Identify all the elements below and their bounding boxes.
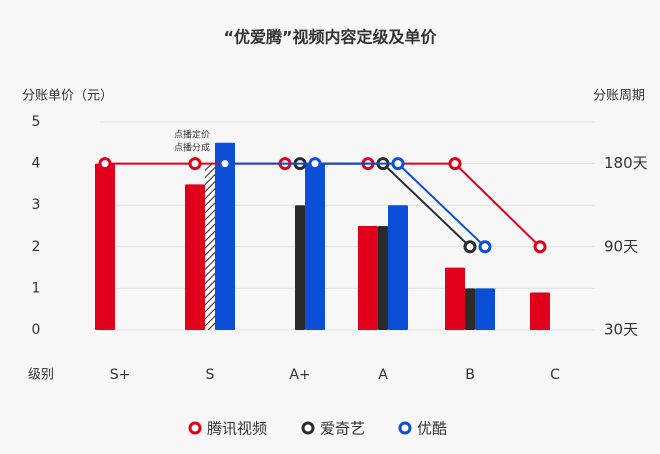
period-marker bbox=[448, 157, 462, 171]
bar bbox=[305, 163, 325, 330]
period-marker bbox=[391, 157, 405, 171]
x-axis-label: 级别 bbox=[28, 368, 54, 383]
y-tick-label: 1 bbox=[32, 280, 41, 296]
period-marker bbox=[98, 157, 112, 171]
bar bbox=[445, 267, 465, 330]
hatched-bar bbox=[205, 163, 215, 330]
chart-title: “优爱腾”视频内容定级及单价 bbox=[223, 28, 437, 47]
period-marker bbox=[463, 240, 477, 254]
legend-marker bbox=[301, 421, 315, 435]
x-tick-label: A bbox=[378, 367, 388, 383]
y-axis-label: 分账单价（元） bbox=[22, 89, 113, 104]
bar bbox=[358, 226, 378, 330]
bar bbox=[215, 142, 235, 330]
x-tick-label: B bbox=[465, 367, 475, 383]
legend-label: 腾讯视频 bbox=[207, 420, 267, 438]
y-tick-label: 0 bbox=[32, 322, 41, 338]
period-marker bbox=[308, 157, 322, 171]
period-marker bbox=[188, 157, 202, 171]
bar bbox=[465, 288, 475, 330]
legend-label: 爱奇艺 bbox=[320, 420, 365, 438]
period-marker bbox=[533, 240, 547, 254]
y-tick-label: 2 bbox=[32, 239, 41, 255]
y2-tick-label: 30天 bbox=[604, 321, 638, 339]
y-tick-label: 3 bbox=[32, 197, 41, 213]
annotation: 点播分成 bbox=[174, 142, 210, 154]
bar bbox=[475, 288, 495, 330]
bar bbox=[295, 205, 305, 330]
bar bbox=[530, 292, 550, 330]
period-marker bbox=[218, 157, 232, 171]
bar bbox=[95, 163, 115, 330]
y2-tick-label: 90天 bbox=[604, 237, 638, 255]
y-tick-label: 5 bbox=[32, 114, 41, 130]
bar bbox=[378, 226, 388, 330]
legend-marker bbox=[188, 421, 202, 435]
period-marker bbox=[478, 240, 492, 254]
period-line bbox=[225, 162, 486, 248]
x-tick-label: S bbox=[206, 367, 215, 383]
bar bbox=[185, 184, 205, 330]
y2-tick-label: 180天 bbox=[604, 154, 648, 172]
legend-marker bbox=[398, 421, 412, 435]
y2-axis-label: 分账周期 bbox=[593, 89, 645, 104]
bar bbox=[388, 205, 408, 330]
annotation: 点播定价 bbox=[174, 129, 210, 141]
legend-label: 优酷 bbox=[417, 420, 447, 438]
y-tick-label: 4 bbox=[32, 156, 41, 172]
x-tick-label: A+ bbox=[289, 367, 310, 383]
x-tick-label: C bbox=[550, 367, 560, 383]
x-tick-label: S+ bbox=[110, 367, 131, 383]
